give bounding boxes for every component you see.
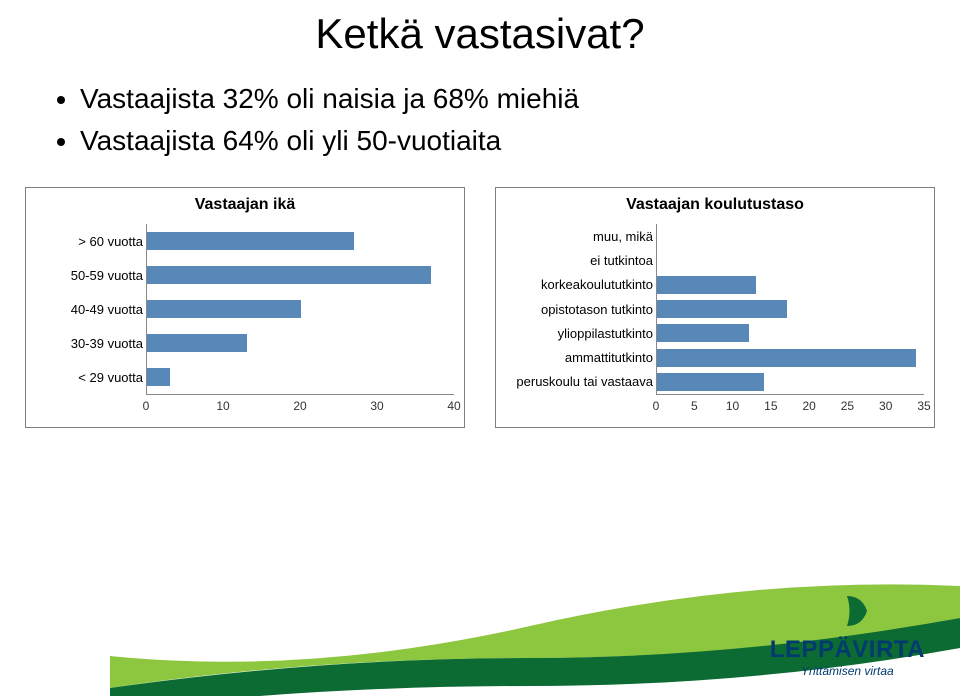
bar-track [147, 368, 454, 386]
bar-track [657, 324, 924, 342]
bar-label: 30-39 vuotta [37, 336, 147, 351]
x-tick: 20 [802, 399, 815, 413]
logo-text: LEPPÄVIRTA [770, 636, 925, 664]
bar-label: opistotason tutkinto [507, 302, 657, 317]
bullet-list: Vastaajista 32% oli naisia ja 68% miehiä… [40, 78, 960, 162]
bar-track [147, 232, 454, 250]
bar-label: peruskoulu tai vastaava [507, 374, 657, 389]
bar-row: ylioppilastutkinto [507, 325, 924, 341]
bar-track [657, 373, 924, 391]
bar-row: 50-59 vuotta [37, 266, 454, 284]
logo: LEPPÄVIRTA Yrittämisen virtaa [770, 591, 925, 678]
leaf-icon [817, 591, 877, 631]
charts-row: Vastaajan ikä > 60 vuotta50-59 vuotta40-… [0, 187, 960, 428]
bar-track [147, 334, 454, 352]
bar-label: 50-59 vuotta [37, 268, 147, 283]
chart-age-xaxis: 010203040 [146, 399, 454, 419]
chart-age-title: Vastaajan ikä [36, 196, 454, 214]
bar-track [657, 349, 924, 367]
x-tick: 35 [917, 399, 930, 413]
x-tick: 5 [691, 399, 698, 413]
bar [657, 324, 749, 342]
bar [147, 334, 247, 352]
x-tick: 15 [764, 399, 777, 413]
bar-track [657, 227, 924, 245]
bar [147, 266, 431, 284]
bar-track [147, 266, 454, 284]
bullet-item: Vastaajista 32% oli naisia ja 68% miehiä [80, 78, 960, 120]
bar-row: 30-39 vuotta [37, 334, 454, 352]
bullet-item: Vastaajista 64% oli yli 50-vuotiaita [80, 120, 960, 162]
x-tick: 40 [447, 399, 460, 413]
bar-track [657, 300, 924, 318]
chart-age: Vastaajan ikä > 60 vuotta50-59 vuotta40-… [25, 187, 465, 428]
bar-label: ammattitutkinto [507, 350, 657, 365]
x-tick: 30 [879, 399, 892, 413]
bar-label: ei tutkintoa [507, 253, 657, 268]
bar-row: muu, mikä [507, 228, 924, 244]
bar [657, 276, 756, 294]
x-tick: 10 [216, 399, 229, 413]
bar [147, 300, 301, 318]
bar [657, 300, 787, 318]
bar-row: 40-49 vuotta [37, 300, 454, 318]
bar [147, 232, 354, 250]
bar-track [657, 251, 924, 269]
x-tick: 0 [143, 399, 150, 413]
page-title: Ketkä vastasivat? [0, 10, 960, 58]
chart-education-xaxis: 05101520253035 [656, 399, 924, 419]
bar-track [657, 276, 924, 294]
bar-label: ylioppilastutkinto [507, 326, 657, 341]
bar-row: < 29 vuotta [37, 368, 454, 386]
bar-row: ei tutkintoa [507, 252, 924, 268]
bar [147, 368, 170, 386]
bar-row: peruskoulu tai vastaava [507, 374, 924, 390]
bar-label: 40-49 vuotta [37, 302, 147, 317]
bar-label: > 60 vuotta [37, 234, 147, 249]
x-tick: 20 [293, 399, 306, 413]
x-tick: 0 [653, 399, 660, 413]
bar-row: ammattitutkinto [507, 350, 924, 366]
bar-row: korkeakoulututkinto [507, 277, 924, 293]
chart-education-title: Vastaajan koulutustaso [506, 196, 924, 214]
chart-age-plot: > 60 vuotta50-59 vuotta40-49 vuotta30-39… [146, 224, 454, 395]
chart-education-plot: muu, mikäei tutkintoakorkeakoulututkinto… [656, 224, 924, 395]
bar-label: < 29 vuotta [37, 370, 147, 385]
bar [657, 373, 764, 391]
bar-label: muu, mikä [507, 229, 657, 244]
x-tick: 10 [726, 399, 739, 413]
chart-education: Vastaajan koulutustaso muu, mikäei tutki… [495, 187, 935, 428]
x-tick: 25 [841, 399, 854, 413]
bar-row: opistotason tutkinto [507, 301, 924, 317]
bar-track [147, 300, 454, 318]
x-tick: 30 [370, 399, 383, 413]
logo-subtext: Yrittämisen virtaa [770, 664, 925, 678]
bar [657, 349, 916, 367]
bar-label: korkeakoulututkinto [507, 277, 657, 292]
bar-row: > 60 vuotta [37, 232, 454, 250]
